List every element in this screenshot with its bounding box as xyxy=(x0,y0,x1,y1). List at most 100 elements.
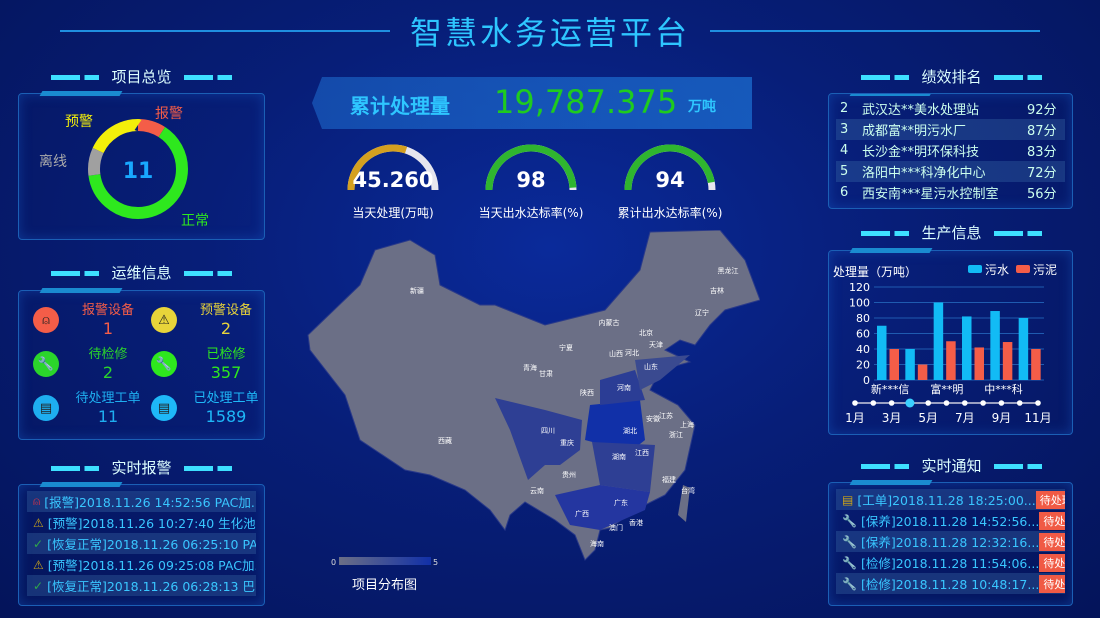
wrench-icon: 🔧 xyxy=(151,351,177,377)
total-value: 19,787.375 xyxy=(494,83,678,121)
bar-sludge[interactable] xyxy=(917,364,928,381)
bar-sewage[interactable] xyxy=(990,311,1000,380)
timeline-dot[interactable] xyxy=(980,400,986,406)
bar-sludge[interactable] xyxy=(974,347,985,380)
donut-segment-1[interactable] xyxy=(88,119,188,219)
x-tick-label: 中***科 xyxy=(984,382,1023,396)
list-item[interactable]: ✓ [恢复正常]2018.11.26 06:28:13 巴... xyxy=(27,575,256,596)
map-region-henan xyxy=(600,370,645,405)
ops-item[interactable]: 🔧 待检修 2 xyxy=(33,343,153,391)
province-label: 陕西 xyxy=(580,388,594,397)
status-badge[interactable]: 待处理 xyxy=(1039,511,1065,530)
timeline-month[interactable]: 7月 xyxy=(955,411,975,425)
timeline-dot[interactable] xyxy=(888,400,895,406)
bar-sewage[interactable] xyxy=(1018,318,1029,380)
timeline-dot[interactable] xyxy=(905,398,915,408)
ranking-row[interactable]: 4 长沙金**明环保科技 83分 xyxy=(836,140,1065,161)
province-label: 内蒙古 xyxy=(599,318,620,327)
rank-name: 洛阳中***科净化中心 xyxy=(862,166,986,181)
alarms-header: 实时报警 xyxy=(18,457,265,478)
ops-header: 运维信息 xyxy=(18,262,265,283)
donut-segment-3[interactable] xyxy=(88,119,188,219)
list-item[interactable]: 🔧[保养]2018.11.28 14:52:56...待处理 xyxy=(836,510,1065,531)
timeline-dot[interactable] xyxy=(1035,400,1041,406)
timeline-dot[interactable] xyxy=(852,400,858,406)
bar-sewage[interactable] xyxy=(877,325,887,380)
timeline-dot[interactable] xyxy=(870,400,877,406)
check-circle-icon: ✓ xyxy=(33,536,44,551)
list-item[interactable]: 🔧[检修]2018.11.28 11:54:06...待处理 xyxy=(836,552,1065,573)
status-badge[interactable]: 待处理 xyxy=(1039,574,1065,593)
status-badge[interactable]: 待处理 xyxy=(1035,490,1065,509)
ops-item[interactable]: ⚠ 预警设备 2 xyxy=(151,299,271,347)
ranking-row[interactable]: 3 成都富**明污水厂 87分 xyxy=(836,119,1065,140)
ops-value: 357 xyxy=(210,363,242,382)
label-normal: 正常 xyxy=(181,213,209,229)
donut-segment-2[interactable] xyxy=(88,119,188,219)
gauge-value: 94 xyxy=(655,168,685,192)
ops-item[interactable]: ⍝ 报警设备 1 xyxy=(33,299,153,347)
list-item-text: [保养]2018.11.28 12:32:16... xyxy=(860,535,1040,550)
bar-sludge[interactable] xyxy=(1002,342,1013,380)
legend-sludge: 污泥 xyxy=(1033,263,1057,277)
ranking-row[interactable]: 2 武汉达**美水处理站 92分 xyxy=(836,98,1065,119)
overview-header: 项目总览 xyxy=(18,66,265,87)
timeline-month[interactable]: 1月 xyxy=(845,411,865,425)
warning-light-icon: ⚠ xyxy=(33,515,44,530)
ranking-row[interactable]: 5 洛阳中***科净化中心 72分 xyxy=(836,161,1065,182)
timeline-month[interactable]: 9月 xyxy=(992,411,1012,425)
province-label: 辽宁 xyxy=(695,308,709,317)
ops-item[interactable]: ▤ 待处理工单 11 xyxy=(33,387,153,435)
list-item[interactable]: ⍝ [报警]2018.11.26 14:52:56 PAC加... xyxy=(27,491,256,512)
timeline-month[interactable]: 11月 xyxy=(1024,411,1051,425)
y-tick-label: 120 xyxy=(849,281,870,294)
y-tick-label: 60 xyxy=(856,328,870,341)
province-label: 云南 xyxy=(530,486,544,495)
timeline-month[interactable]: 3月 xyxy=(882,411,902,425)
bar-sewage[interactable] xyxy=(905,349,915,380)
status-badge[interactable]: 待处理 xyxy=(1039,553,1065,572)
y-tick-label: 20 xyxy=(856,359,870,372)
gauge xyxy=(624,144,716,191)
timeline-month[interactable]: 5月 xyxy=(918,411,938,425)
province-label: 浙江 xyxy=(669,430,683,439)
ranking-row[interactable]: 6 西安南***星污水控制室 56分 xyxy=(836,182,1065,203)
timeline-dot[interactable] xyxy=(1016,400,1023,406)
timeline-dot[interactable] xyxy=(962,400,968,406)
total-unit: 万吨 xyxy=(688,99,716,115)
list-item-text: [预警]2018.11.26 10:27:40 生化池 ... xyxy=(47,516,256,531)
province-label: 河南 xyxy=(617,383,631,392)
status-badge[interactable]: 待处理 xyxy=(1039,532,1065,551)
warning-light-icon: ⚠ xyxy=(151,307,177,333)
list-item-text: [工单]2018.11.28 18:25:00... xyxy=(857,493,1036,508)
map-legend-min: 0 xyxy=(331,558,336,567)
timeline-dot[interactable] xyxy=(998,400,1005,406)
ops-label: 已处理工单 xyxy=(193,391,259,406)
list-item[interactable]: ✓ [恢复正常]2018.11.26 06:25:10 PA... xyxy=(27,533,256,554)
rank-number: 6 xyxy=(840,185,849,200)
list-item[interactable]: ⚠ [预警]2018.11.26 10:27:40 生化池 ... xyxy=(27,512,256,533)
province-label: 贵州 xyxy=(562,470,576,479)
status-donut: 11 报警 正常 离线 预警 xyxy=(39,106,209,229)
list-item[interactable]: 🔧[保养]2018.11.28 12:32:16...待处理 xyxy=(836,531,1065,552)
wrench-icon: 🔧 xyxy=(33,351,59,377)
rank-score: 56分 xyxy=(1027,187,1057,202)
timeline-dot[interactable] xyxy=(925,400,931,406)
list-item-text: [保养]2018.11.28 14:52:56... xyxy=(860,514,1040,529)
notices-panel: ▤[工单]2018.11.28 18:25:00...待处理🔧[保养]2018.… xyxy=(828,482,1073,606)
bar-sewage[interactable] xyxy=(933,302,944,381)
bar-sludge[interactable] xyxy=(1031,349,1041,380)
list-item[interactable]: ⚠ [预警]2018.11.26 09:25:08 PAC加... xyxy=(27,554,256,575)
ops-item[interactable]: 🔧 已检修 357 xyxy=(151,343,271,391)
bar-sludge[interactable] xyxy=(889,349,900,380)
province-label: 青海 xyxy=(523,363,537,372)
list-item[interactable]: 🔧[检修]2018.11.28 10:48:17...待处理 xyxy=(836,573,1065,594)
bar-sludge[interactable] xyxy=(946,341,956,380)
gauge-label: 当天出水达标率(%) xyxy=(478,206,584,220)
bar-sewage[interactable] xyxy=(962,316,972,380)
ops-item[interactable]: ▤ 已处理工单 1589 xyxy=(151,387,271,435)
chart-ylabel: 处理量（万吨） xyxy=(833,265,917,279)
timeline-dot[interactable] xyxy=(943,400,950,406)
province-label: 甘肃 xyxy=(539,369,553,378)
list-item[interactable]: ▤[工单]2018.11.28 18:25:00...待处理 xyxy=(836,489,1065,510)
